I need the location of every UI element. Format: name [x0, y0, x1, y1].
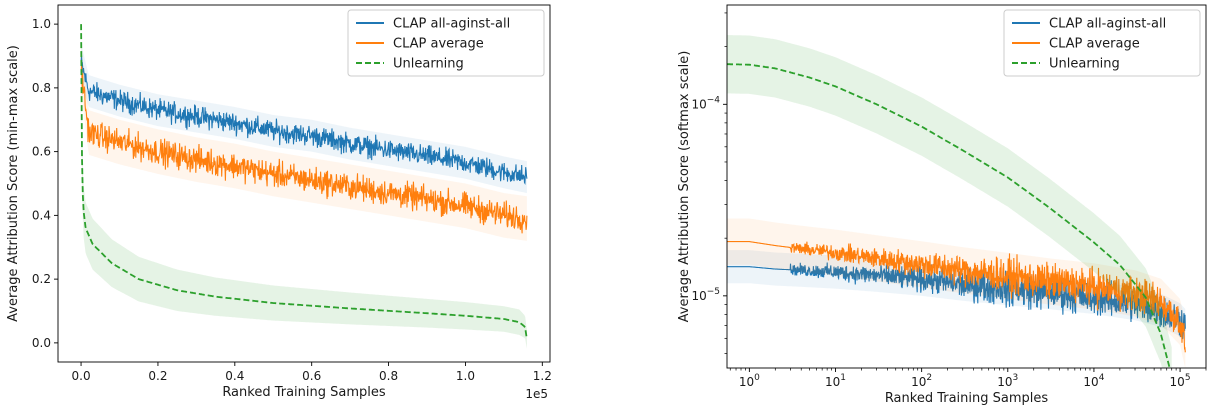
y-tick-label: 1.0 [32, 17, 51, 31]
series-line-unlearning [80, 24, 528, 340]
legend-box [1003, 9, 1201, 77]
x-tick-label: 0.0 [72, 369, 91, 383]
x-tick-label: 0.6 [302, 369, 321, 383]
legend-label: CLAP all-aginst-all [393, 17, 510, 32]
y-tick-label: 0.2 [32, 272, 51, 286]
legend-label: CLAP average [1049, 37, 1140, 52]
legend-label: Unlearning [1049, 57, 1120, 72]
legend-label: Unlearning [393, 57, 464, 72]
x-axis-label: Ranked Training Samples [885, 391, 1049, 406]
legend-label: CLAP all-aginst-all [1049, 17, 1166, 32]
legend: CLAP all-aginst-all CLAP average Unlearnin… [1003, 9, 1201, 77]
series-line-clap-all-aginst-all [80, 55, 528, 185]
x-tick-label: 100 [739, 373, 760, 389]
series-line-clap-average [727, 241, 1186, 353]
plot-area [727, 35, 1186, 368]
y-tick-label: 0.8 [32, 81, 51, 95]
x-tick-label: 104 [1083, 373, 1104, 389]
x-tick-label: 103 [997, 373, 1018, 389]
x-tick-label: 102 [911, 373, 932, 389]
x-axis-label: Ranked Training Samples [222, 385, 386, 400]
y-axis-label: Average Attribution Score (min-max scale… [6, 45, 21, 322]
x-tick-label: 1.0 [456, 369, 475, 383]
band-unlearning [81, 24, 527, 349]
y-tick-label: 0.6 [32, 145, 51, 159]
x-tick-label: 0.2 [148, 369, 167, 383]
chart-panel-2: 100 101 102 103 104 105 10−5 10−4 Ranked Trainin… [677, 4, 1207, 406]
y-tick-label: 10−4 [691, 95, 720, 111]
y-axis-label: Average Attribution Score (softmax scale… [677, 51, 692, 323]
legend: CLAP all-aginst-all CLAP average Unlearnin… [347, 9, 545, 77]
band-unlearning [727, 35, 1172, 368]
x-offset-label: 1e5 [525, 387, 548, 401]
x-tick-label: 101 [825, 373, 846, 389]
x-tick-label: 1.2 [533, 369, 552, 383]
y-tick-label: 0.4 [32, 208, 51, 222]
plot-frame [726, 4, 1207, 369]
legend-label: CLAP average [393, 37, 484, 52]
x-tick-label: 0.4 [225, 369, 244, 383]
x-tick-label: 0.8 [379, 369, 398, 383]
legend-box [347, 9, 545, 77]
y-tick-label: 10−5 [691, 287, 720, 303]
plot-area [80, 24, 528, 349]
plot-frame [57, 4, 551, 363]
series-line-unlearning [727, 63, 1171, 368]
series-line-clap-average [80, 65, 528, 234]
chart-panel-1: 0.0 0.2 0.4 0.6 0.8 1.0 1.2 0.0 0.2 0.4 0.6 0.8 1.0 R… [6, 4, 552, 401]
y-tick-label: 0.0 [32, 336, 51, 350]
x-tick-label: 105 [1170, 373, 1191, 389]
